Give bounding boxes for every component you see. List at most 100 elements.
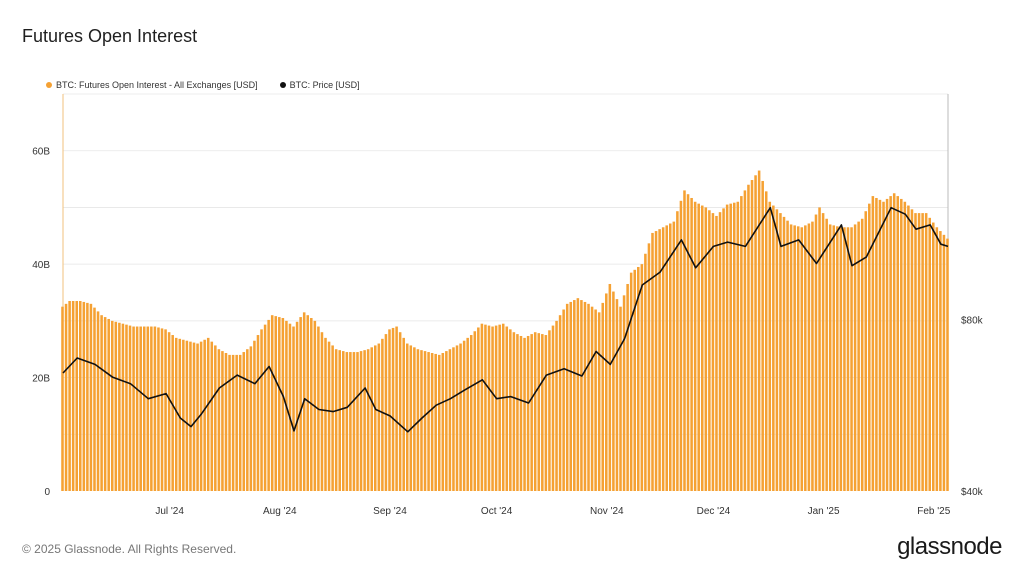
open-interest-bar — [366, 349, 370, 491]
open-interest-bar — [640, 264, 644, 491]
open-interest-bar — [772, 205, 775, 492]
open-interest-bar — [505, 326, 509, 491]
open-interest-bar — [430, 353, 434, 491]
open-interest-bar — [857, 221, 860, 492]
y-left-tick-label: 60B — [32, 147, 50, 158]
x-tick-label: Oct '24 — [481, 506, 513, 517]
legend-item-open-interest[interactable]: BTC: Futures Open Interest - All Exchang… — [46, 80, 258, 90]
open-interest-bar — [843, 227, 846, 491]
open-interest-bar — [327, 341, 331, 491]
open-interest-bar — [555, 320, 558, 491]
open-interest-bar — [221, 351, 224, 491]
open-interest-bar — [182, 339, 185, 491]
open-interest-bar — [345, 352, 349, 491]
x-tick-label: Sep '24 — [373, 506, 407, 517]
open-interest-bar — [260, 329, 263, 491]
open-interest-bar — [114, 321, 118, 491]
legend-swatch-open-interest — [46, 82, 52, 88]
open-interest-bar — [103, 317, 107, 491]
open-interest-bar — [900, 198, 903, 492]
open-interest-bar — [82, 301, 86, 491]
x-tick-label: Feb '25 — [917, 506, 950, 517]
open-interest-bar — [814, 214, 818, 491]
open-interest-bar — [61, 306, 64, 491]
open-interest-bar — [363, 350, 366, 491]
open-interest-bar — [796, 226, 800, 491]
open-interest-bar — [697, 203, 700, 491]
open-interest-bar — [686, 194, 690, 491]
open-interest-bar — [288, 323, 292, 491]
open-interest-bar — [110, 320, 114, 491]
open-interest-bar — [79, 301, 82, 491]
y-right-tick-label: $40k — [961, 487, 984, 498]
open-interest-bar — [587, 303, 590, 491]
open-interest-bar — [452, 347, 455, 491]
open-interest-bar — [889, 196, 892, 491]
open-interest-bar — [892, 193, 896, 491]
open-interest-bar — [800, 227, 804, 491]
open-interest-bar — [658, 229, 661, 492]
open-interest-bar — [590, 306, 594, 491]
open-interest-bar — [537, 333, 541, 491]
open-interest-bar — [533, 332, 537, 491]
open-interest-bar — [825, 218, 828, 491]
open-interest-bar — [203, 339, 206, 491]
open-interest-bar — [516, 334, 519, 491]
open-interest-bar — [210, 341, 214, 491]
open-interest-bar — [740, 196, 743, 491]
open-interest-bar — [253, 340, 256, 491]
legend-item-price[interactable]: BTC: Price [USD] — [279, 80, 360, 90]
open-interest-bar — [491, 326, 494, 491]
open-interest-bar — [548, 330, 551, 491]
open-interest-bar — [146, 326, 150, 491]
open-interest-bar — [732, 202, 736, 491]
open-interest-bar — [804, 225, 807, 491]
open-interest-bar — [306, 315, 310, 491]
open-interest-bar — [651, 232, 654, 491]
open-interest-bar — [761, 180, 764, 491]
open-interest-bar — [725, 204, 729, 491]
open-interest-bar — [349, 352, 352, 491]
open-interest-bar — [807, 223, 811, 491]
open-interest-bar — [356, 352, 359, 491]
open-interest-bar — [907, 205, 910, 492]
open-interest-bar — [864, 211, 868, 491]
open-interest-bar — [615, 299, 619, 491]
open-interest-bar — [121, 323, 125, 491]
open-interest-bar — [196, 343, 199, 491]
open-interest-bar — [921, 213, 924, 491]
open-interest-bar — [708, 210, 711, 491]
open-interest-bar — [764, 191, 768, 492]
open-interest-bar — [811, 221, 814, 492]
open-interest-bar — [736, 201, 740, 491]
open-interest-bar — [370, 347, 373, 491]
open-interest-bar — [231, 354, 235, 491]
open-interest-bar — [853, 224, 857, 491]
open-interest-bar — [270, 315, 274, 491]
open-interest-bar — [167, 332, 171, 491]
legend-label-price: BTC: Price [USD] — [289, 80, 360, 90]
glassnode-logo: glassnode — [897, 533, 1002, 560]
open-interest-bar — [402, 337, 405, 491]
open-interest-bar — [793, 225, 796, 491]
open-interest-bar — [295, 321, 299, 491]
open-interest-bar — [427, 352, 430, 491]
open-interest-bar — [107, 318, 110, 491]
open-interest-bar — [441, 353, 445, 491]
open-interest-bar — [413, 347, 416, 491]
open-interest-bar — [928, 217, 931, 491]
open-interest-bar — [626, 283, 629, 491]
open-interest-bar — [722, 208, 725, 491]
open-interest-bar — [850, 227, 853, 491]
open-interest-bar — [946, 238, 949, 491]
open-interest-bar — [334, 349, 338, 491]
open-interest-bar — [583, 301, 587, 491]
open-interest-bar — [477, 327, 480, 491]
open-interest-bar — [238, 354, 242, 491]
open-interest-bar — [381, 338, 384, 491]
open-interest-bar — [562, 309, 565, 491]
open-interest-bar — [71, 301, 75, 491]
open-interest-bar — [487, 325, 491, 491]
legend-swatch-price — [279, 82, 286, 88]
